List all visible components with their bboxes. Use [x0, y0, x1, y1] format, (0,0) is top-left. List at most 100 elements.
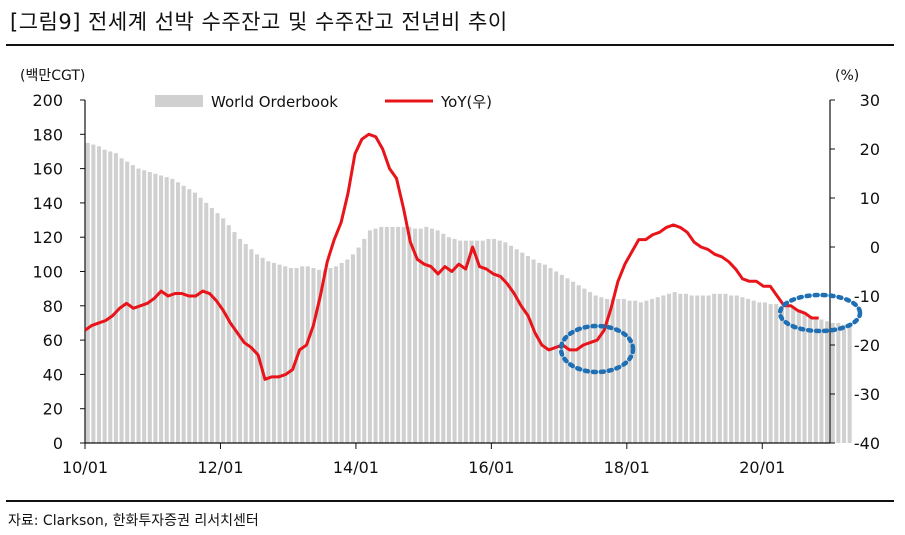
orderbook-bar	[215, 213, 220, 443]
orderbook-bar	[232, 232, 237, 443]
orderbook-bar	[255, 254, 260, 443]
orderbook-bar	[458, 240, 463, 443]
orderbook-bar	[554, 271, 559, 443]
orderbook-bar	[300, 266, 305, 443]
y-right-tick-label: -40	[854, 434, 880, 453]
orderbook-bar	[740, 297, 745, 443]
title-rule	[6, 44, 894, 46]
orderbook-bar	[847, 324, 852, 443]
orderbook-bar	[480, 240, 485, 443]
orderbook-bar	[192, 192, 197, 443]
orderbook-bar	[520, 252, 525, 443]
y-left-tick-label: 0	[53, 434, 63, 453]
orderbook-bar	[362, 238, 367, 443]
orderbook-bar	[170, 178, 175, 443]
orderbook-bar	[537, 262, 542, 443]
orderbook-bar	[113, 153, 118, 444]
orderbook-bar	[779, 305, 784, 443]
orderbook-bar	[260, 257, 265, 443]
orderbook-bar	[181, 185, 186, 443]
orderbook-bar	[413, 228, 418, 444]
orderbook-bar	[689, 295, 694, 443]
orderbook-bar	[548, 268, 553, 443]
highlight-ellipse-2017	[558, 323, 636, 375]
orderbook-bar	[497, 240, 502, 443]
orderbook-bar	[226, 225, 231, 443]
y-left-tick-label: 40	[43, 365, 63, 384]
orderbook-bar	[683, 293, 688, 443]
orderbook-bar	[469, 240, 474, 443]
orderbook-bar	[706, 295, 711, 443]
y-left-tick-label: 200	[32, 91, 63, 110]
orderbook-bar	[734, 295, 739, 443]
orderbook-bar	[825, 321, 830, 443]
orderbook-bar	[96, 146, 102, 443]
y-right-tick-label: -20	[854, 336, 880, 355]
legend-label-orderbook: World Orderbook	[211, 93, 338, 111]
orderbook-bar	[791, 307, 796, 443]
orderbook-bar	[819, 319, 824, 443]
orderbook-bar	[339, 262, 344, 443]
source-note: 자료: Clarkson, 한화투자증권 리서치센터	[8, 513, 259, 529]
orderbook-bar	[841, 324, 847, 443]
legend: World Orderbook YoY(우)	[155, 93, 492, 111]
y-left-tick-label: 20	[43, 400, 63, 419]
orderbook-bar	[655, 297, 660, 443]
orderbook-bar	[328, 268, 333, 443]
yoy-line	[84, 132, 819, 381]
axes	[80, 99, 835, 449]
orderbook-bar	[593, 295, 598, 443]
orderbook-bar	[119, 158, 124, 443]
orderbook-bar	[627, 300, 632, 443]
orderbook-bar	[633, 300, 638, 443]
orderbook-bar	[836, 322, 841, 443]
orderbook-bars	[85, 142, 852, 444]
orderbook-bar	[373, 228, 378, 444]
orderbook-bar	[305, 266, 310, 443]
x-tick-label: 14/01	[333, 458, 379, 477]
orderbook-bar	[762, 302, 768, 443]
orderbook-bar	[350, 254, 355, 443]
orderbook-bar	[85, 142, 90, 444]
y-left-tick-label: 160	[32, 160, 63, 179]
orderbook-bar	[345, 259, 350, 443]
orderbook-bar	[384, 226, 389, 443]
x-tick-label: 10/01	[62, 458, 108, 477]
orderbook-bar	[650, 298, 655, 443]
orderbook-bar	[164, 177, 169, 443]
y-axis-left-label: (백만CGT)	[20, 68, 85, 84]
orderbook-bar	[638, 302, 643, 443]
orderbook-bar	[463, 240, 468, 443]
orderbook-bar	[153, 173, 158, 443]
orderbook-bar	[661, 295, 666, 443]
y-left-tick-label: 80	[43, 297, 63, 316]
source-rule	[6, 500, 894, 502]
orderbook-bar	[311, 268, 316, 443]
orderbook-bar	[774, 304, 779, 443]
y-left-tick-label: 120	[32, 228, 63, 247]
y-right-tick-label: -10	[854, 287, 880, 306]
orderbook-bar	[475, 240, 480, 443]
y-right-tick-label: 0	[870, 238, 880, 257]
orderbook-bar	[288, 268, 293, 443]
orderbook-bar	[367, 230, 372, 443]
orderbook-bar	[390, 226, 395, 443]
orderbook-bar	[678, 293, 683, 443]
highlight-ellipse-2020	[777, 292, 863, 334]
orderbook-bar	[147, 172, 152, 443]
orderbook-bar	[401, 226, 406, 443]
orderbook-bar	[695, 295, 700, 443]
orderbook-bar	[159, 175, 164, 443]
orderbook-bar	[435, 230, 440, 443]
orderbook-bar	[729, 295, 734, 443]
orderbook-bar	[486, 238, 491, 443]
y-right-tick-label: -30	[854, 385, 880, 404]
orderbook-bar	[266, 261, 271, 443]
y-left-tick-label: 60	[43, 331, 63, 350]
orderbook-bar	[429, 228, 435, 444]
figure-title: [그림9] 전세계 선박 수주잔고 및 수주잔고 전년비 추이	[10, 10, 508, 34]
orderbook-bar	[503, 242, 508, 443]
orderbook-bar	[424, 226, 429, 443]
orderbook-bar	[571, 281, 576, 443]
orderbook-bar	[717, 293, 722, 443]
